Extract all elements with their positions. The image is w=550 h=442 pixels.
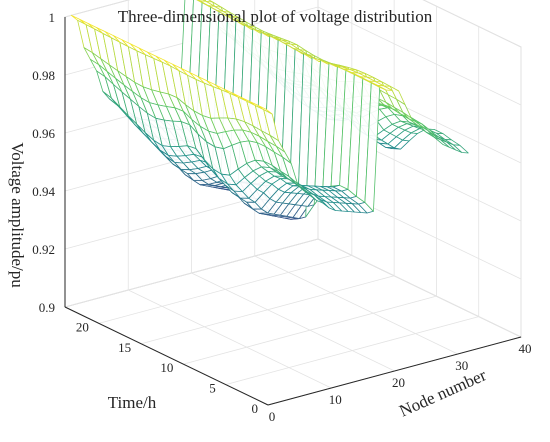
z-tick-label: 0.96: [32, 126, 55, 141]
x-tick-label: 30: [455, 358, 468, 373]
y-tick-label: 15: [118, 340, 131, 355]
z-tick-label: 0.92: [32, 242, 55, 257]
chart-title: Three-dimensional plot of voltage distri…: [118, 7, 433, 26]
grid-line-floor-y: [141, 275, 395, 345]
z-tick-label: 1: [49, 10, 56, 25]
x-axis-line: [267, 336, 522, 406]
grid-line-floor-y: [183, 295, 437, 365]
tick-labels: 0 10 20 30 40 0 5 10 15 20 0.9 0.92 0.94 0.96 0.98 1: [32, 10, 531, 424]
x-tick-label: 40: [519, 341, 532, 356]
grid-line-floor-y: [98, 254, 352, 324]
z-tick-label: 0.98: [32, 68, 55, 83]
grid-line-side-z: [317, 238, 522, 338]
grid-line-back-z: [64, 0, 130, 18]
grid-line-floor-y: [225, 316, 479, 385]
grid-line-back-z: [64, 238, 319, 308]
x-tick-label: 20: [392, 375, 405, 390]
y-tick-label: 10: [160, 360, 173, 375]
y-axis-label: Time/h: [108, 393, 157, 412]
y-tick-label: 20: [76, 319, 89, 334]
x-axis-label: Node number: [396, 365, 489, 420]
z-tick-label: 0.9: [39, 300, 55, 315]
z-tick-label: 0.94: [32, 184, 55, 199]
y-axis-line: [64, 306, 269, 406]
surface-mesh: [70, 0, 469, 220]
y-tick-label: 5: [209, 381, 216, 396]
x-tick-label: 10: [329, 392, 342, 407]
grid-line-side-z: [422, 0, 522, 48]
grid-line-side-z: [317, 6, 522, 106]
z-axis-label: Voltage amplitude/pu: [8, 142, 27, 288]
mesh-cell: [453, 144, 469, 154]
y-tick-label: 0: [252, 401, 259, 416]
x-tick-label: 0: [269, 409, 276, 424]
